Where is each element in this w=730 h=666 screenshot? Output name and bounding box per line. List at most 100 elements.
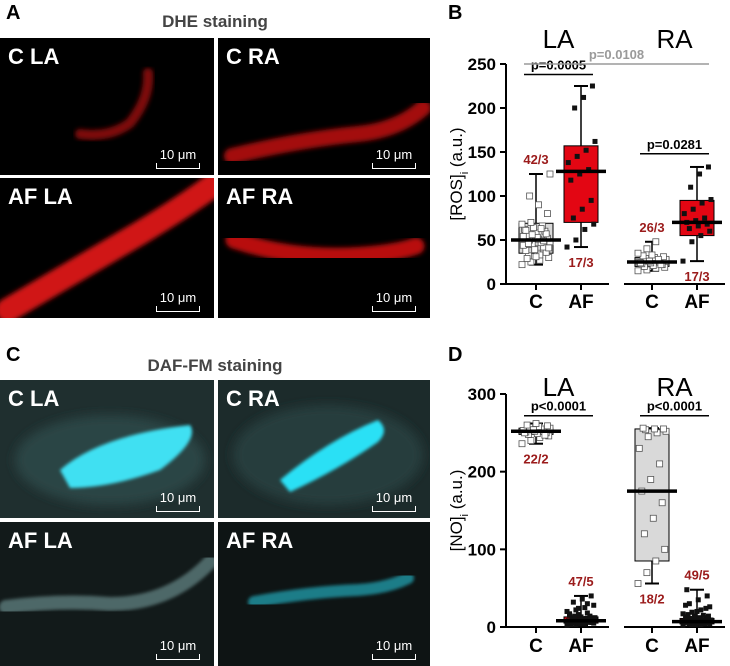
y-label-main: [NO]	[447, 516, 466, 551]
data-point	[518, 220, 526, 228]
data-point	[697, 171, 703, 177]
cell-image	[15, 415, 205, 505]
data-point	[527, 437, 535, 444]
data-point	[707, 621, 713, 627]
data-point	[707, 604, 713, 610]
data-point	[634, 580, 642, 587]
data-point	[647, 476, 655, 483]
data-point	[574, 153, 580, 159]
data-point	[680, 258, 686, 264]
data-point	[705, 613, 711, 619]
y-tick-label: 250	[468, 55, 496, 74]
data-point	[570, 599, 576, 605]
data-point	[643, 569, 651, 577]
cell-image	[0, 555, 214, 614]
y-tick-label: 200	[468, 463, 496, 482]
micro-label: C LA	[8, 386, 60, 411]
data-point	[581, 94, 587, 100]
data-point	[532, 420, 540, 427]
data-point	[579, 206, 585, 212]
data-point	[589, 615, 595, 621]
cell-image	[248, 572, 414, 608]
n-label: 42/3	[523, 152, 548, 167]
data-point	[644, 433, 652, 441]
data-point	[689, 239, 695, 245]
data-point	[572, 613, 578, 619]
data-point	[588, 197, 594, 203]
cell-image	[233, 405, 423, 505]
data-point	[705, 164, 711, 170]
data-point	[698, 233, 704, 239]
y-tick-label: 100	[468, 540, 496, 559]
micro-c-af-la: AF LA 10 μm	[0, 522, 214, 666]
data-point	[545, 244, 553, 252]
x-category-label: AF	[568, 636, 593, 657]
data-point	[518, 261, 526, 269]
data-point	[542, 230, 550, 238]
micro-label: AF LA	[8, 184, 73, 209]
x-category-label: C	[645, 292, 659, 313]
data-point	[535, 201, 542, 209]
data-point	[694, 615, 700, 621]
micro-label: C LA	[8, 44, 60, 69]
y-axis-label: [ROS]i (a.u.)	[447, 127, 471, 220]
data-point	[703, 605, 709, 611]
micro-c-c-ra: C RA 10 μm	[218, 380, 430, 518]
data-point	[527, 218, 535, 226]
data-point	[579, 596, 585, 602]
data-point	[685, 616, 691, 622]
micro-a-af-ra: AF RA 10 μm	[218, 178, 430, 318]
data-point	[688, 184, 694, 190]
data-point	[573, 622, 579, 628]
data-point	[689, 609, 695, 615]
p-value-label: p=0.0108	[589, 47, 644, 62]
data-point	[685, 612, 691, 618]
data-point	[660, 425, 667, 433]
data-point	[544, 210, 551, 218]
data-point	[523, 421, 531, 429]
data-point	[702, 215, 708, 221]
data-point	[589, 83, 595, 89]
x-category-label: C	[645, 636, 659, 657]
data-point	[575, 612, 581, 618]
cell-image	[75, 68, 154, 140]
data-point	[698, 607, 704, 613]
data-point	[592, 615, 598, 621]
data-point	[575, 605, 581, 611]
data-point	[686, 621, 692, 627]
panel-letter-c: C	[6, 344, 21, 366]
data-point	[683, 614, 689, 620]
cell-image	[0, 178, 214, 318]
scale-bar: 10 μm	[372, 147, 416, 169]
micro-label: AF LA	[8, 528, 73, 553]
y-axis-label: [NO]i (a.u.)	[447, 470, 471, 552]
y-tick-label: 50	[477, 231, 496, 250]
data-point	[518, 440, 526, 448]
data-point	[658, 499, 666, 507]
x-category-label: C	[529, 636, 543, 657]
data-point	[583, 615, 589, 621]
micro-label: C RA	[226, 44, 280, 69]
micro-c-c-la: C LA 10 μm	[0, 380, 214, 518]
data-point	[640, 530, 648, 538]
data-point	[587, 614, 593, 620]
data-point	[572, 105, 578, 111]
data-point	[698, 616, 704, 622]
data-point	[639, 424, 647, 432]
scale-bar: 10 μm	[156, 290, 200, 312]
data-point	[546, 170, 554, 178]
chart-d-no: 0 100 200 300 [NO]i (a.u.) C AF C AF LA RA 22/2 47/5…	[447, 372, 725, 657]
chart-b-ros: 0 50 100 150 200 250 [ROS]i (a.u.) C AF C AF LA RA 42…	[447, 24, 725, 313]
data-point	[573, 607, 579, 613]
scale-bar: 10 μm	[372, 290, 416, 312]
y-label-sub: i	[459, 514, 471, 516]
x-category-label: AF	[568, 292, 593, 313]
data-point	[694, 608, 700, 614]
panel-a-title: DHE staining	[162, 12, 268, 31]
n-label: 49/5	[684, 568, 709, 583]
data-point	[591, 602, 597, 608]
n-label: 18/2	[639, 592, 664, 607]
panel-letter-a: A	[6, 2, 21, 24]
p-value-label: p=0.0281	[647, 137, 702, 152]
data-point	[707, 228, 713, 234]
